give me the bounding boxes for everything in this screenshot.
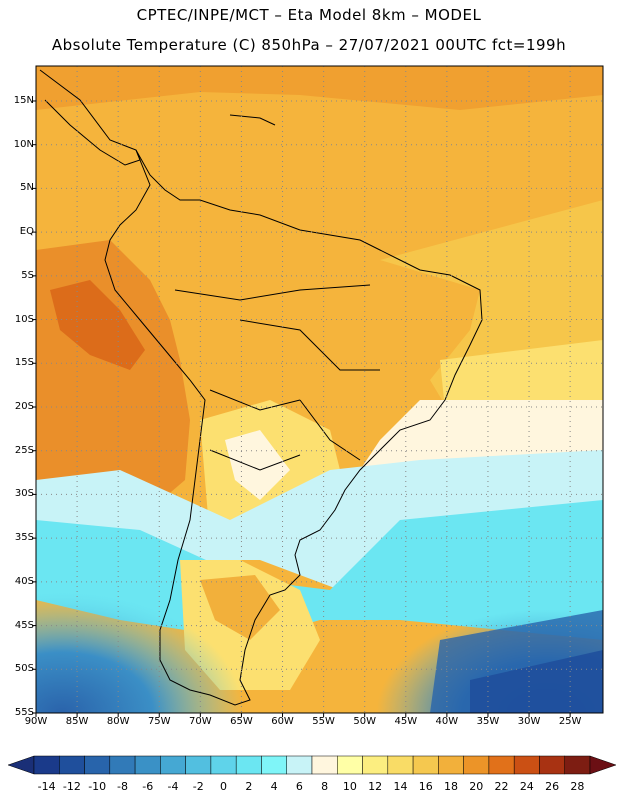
field-peru-hot bbox=[50, 280, 145, 370]
colorbar-label: 4 bbox=[270, 780, 278, 793]
lat-label: 30S bbox=[14, 488, 34, 500]
colorbar-label: 22 bbox=[494, 780, 509, 793]
colorbar-label: -8 bbox=[116, 780, 128, 793]
border-c bbox=[299, 399, 361, 461]
colorbar-label: -2 bbox=[192, 780, 204, 793]
lat-label: EQ bbox=[19, 226, 34, 238]
border-b bbox=[239, 319, 380, 371]
temperature-field bbox=[36, 66, 603, 713]
colorbar-label: 10 bbox=[342, 780, 357, 793]
colorbar-swatch bbox=[387, 755, 414, 775]
lat-label: 45S bbox=[14, 619, 34, 631]
lat-label: 35S bbox=[14, 532, 34, 544]
border-a bbox=[174, 284, 371, 301]
coastlines bbox=[39, 69, 483, 706]
lat-label: 10S bbox=[14, 313, 34, 325]
field-cold-southwest bbox=[36, 540, 296, 713]
colorbar-swatch bbox=[337, 755, 363, 775]
colorbar-label: 12 bbox=[368, 780, 383, 793]
lon-label: 75W bbox=[147, 716, 171, 727]
lat-label: 15S bbox=[14, 357, 34, 369]
colorbar-label: 18 bbox=[444, 780, 458, 793]
lon-label: 25W bbox=[558, 716, 582, 727]
lat-label: 10N bbox=[13, 138, 34, 150]
field-argentina-cream bbox=[225, 430, 290, 500]
lon-label: 40W bbox=[435, 716, 459, 727]
colorbar-label: -14 bbox=[37, 780, 56, 793]
caribbean-coast bbox=[229, 114, 276, 126]
colorbar-label: 20 bbox=[469, 780, 484, 793]
colorbar-label: 2 bbox=[245, 780, 253, 793]
colorbar bbox=[7, 755, 617, 775]
colorbar-label: 0 bbox=[220, 780, 228, 793]
lon-label: 35W bbox=[476, 716, 500, 727]
lat-label: 5S bbox=[21, 269, 34, 281]
colorbar-swatch bbox=[210, 755, 237, 775]
colorbar-swatch bbox=[311, 755, 338, 775]
colorbar-swatch bbox=[463, 755, 490, 775]
colorbar-swatch bbox=[362, 755, 389, 775]
colorbar-label: 28 bbox=[570, 780, 585, 793]
lat-label: 5N bbox=[20, 182, 34, 194]
map-frame bbox=[35, 65, 604, 714]
colorbar-swatch bbox=[564, 755, 591, 775]
lon-label: 30W bbox=[517, 716, 541, 727]
border-d bbox=[209, 389, 301, 411]
colorbar-swatch bbox=[33, 755, 60, 775]
lon-label: 60W bbox=[271, 716, 294, 727]
lon-label: 90W bbox=[24, 716, 48, 727]
colorbar-label: 16 bbox=[418, 780, 433, 793]
colorbar-swatch bbox=[539, 755, 565, 775]
field-cold-deep bbox=[470, 650, 603, 713]
lon-label: 55W bbox=[312, 716, 335, 727]
colorbar-swatch bbox=[286, 755, 313, 775]
colorbar-swatch bbox=[134, 755, 161, 775]
colorbar-swatch bbox=[438, 755, 464, 775]
south-america-coast bbox=[104, 149, 483, 706]
colorbar-label: -6 bbox=[142, 780, 154, 793]
title-line-2: Absolute Temperature (C) 850hPa – 27/07/… bbox=[51, 36, 567, 54]
colorbar-swatch bbox=[261, 755, 287, 775]
colorbar-label: -4 bbox=[167, 780, 179, 793]
colorbar-arrow-high bbox=[589, 755, 617, 775]
field-atlantic-cream bbox=[360, 400, 603, 470]
lon-label: 50W bbox=[353, 716, 376, 727]
colorbar-label: 14 bbox=[393, 780, 408, 793]
colorbar-label: -12 bbox=[62, 780, 81, 793]
colorbar-swatch bbox=[109, 755, 136, 775]
colorbar-arrow-low bbox=[7, 755, 35, 775]
colorbar-label: 24 bbox=[519, 780, 534, 793]
central-america-coast bbox=[39, 69, 141, 166]
colorbar-label: -10 bbox=[88, 780, 107, 793]
colorbar-swatch bbox=[513, 755, 540, 775]
colorbar-swatch bbox=[235, 755, 262, 775]
colorbar-swatch bbox=[185, 755, 212, 775]
lat-label: 55S bbox=[14, 707, 34, 718]
colorbar-label: 6 bbox=[295, 780, 303, 793]
colorbar-swatch bbox=[160, 755, 186, 775]
field-north-band bbox=[36, 66, 603, 110]
colorbar-label: 8 bbox=[321, 780, 329, 793]
lon-label: 45W bbox=[394, 716, 418, 727]
lat-label: 50S bbox=[14, 663, 34, 675]
colorbar-swatch bbox=[412, 755, 439, 775]
lon-label: 70W bbox=[189, 716, 212, 727]
lon-label: 85W bbox=[65, 716, 89, 727]
axis-ticks bbox=[32, 100, 571, 717]
title-line-1: CPTEC/INPE/MCT – Eta Model 8km – MODEL bbox=[136, 6, 482, 24]
lon-label: 80W bbox=[106, 716, 130, 727]
colorbar-swatch bbox=[84, 755, 111, 775]
border-e bbox=[209, 449, 301, 471]
lat-label: 20S bbox=[14, 400, 34, 412]
colorbar-swatch bbox=[488, 755, 515, 775]
lat-label: 40S bbox=[14, 575, 34, 587]
lat-label: 15N bbox=[13, 94, 34, 106]
lon-label: 65W bbox=[230, 716, 253, 727]
colorbar-label: 26 bbox=[545, 780, 560, 793]
colorbar-swatch bbox=[59, 755, 85, 775]
lat-label: 25S bbox=[14, 444, 34, 456]
